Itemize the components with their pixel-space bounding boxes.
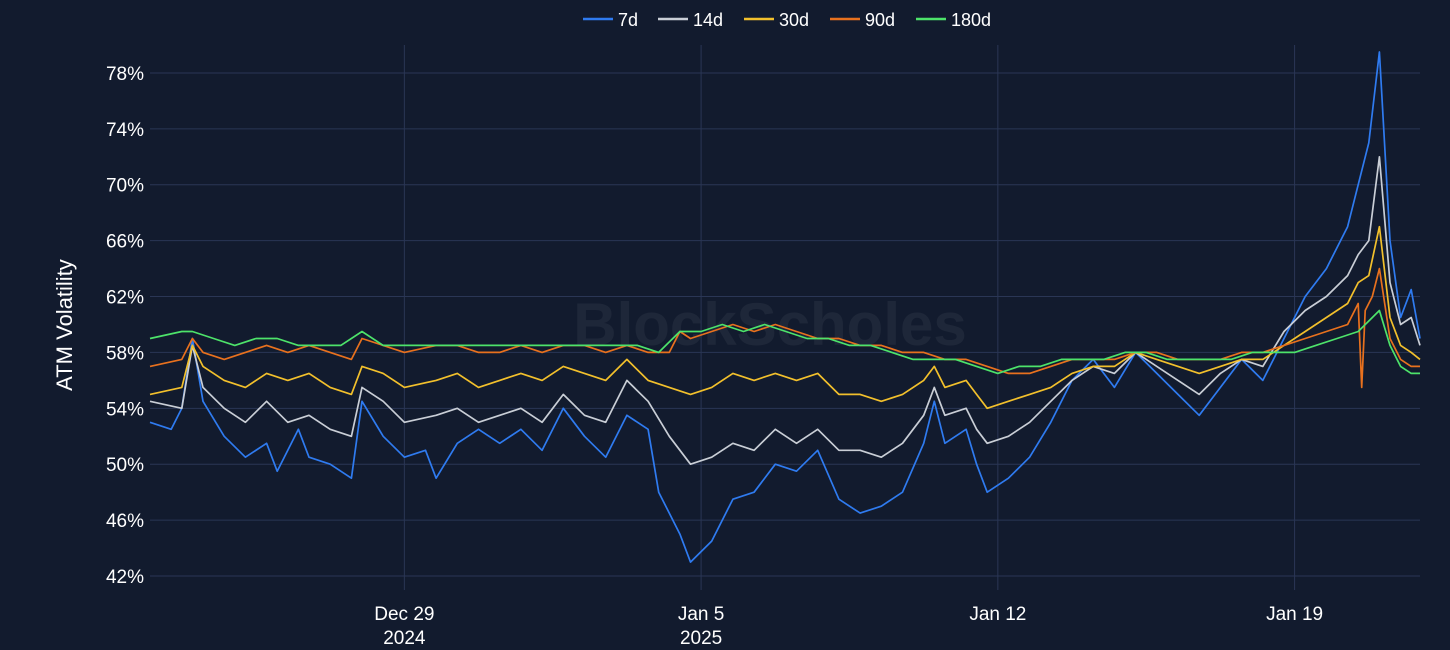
- y-tick-label: 54%: [106, 399, 144, 420]
- legend-label-14d: 14d: [693, 10, 723, 30]
- series-line-90d: [149, 267, 1420, 389]
- series-line-7d: [149, 51, 1421, 563]
- legend-label-30d: 30d: [779, 10, 809, 30]
- y-tick-label: 62%: [106, 288, 144, 309]
- watermark-text: BlockScholes: [573, 291, 967, 358]
- y-axis-title: ATM Volatility: [52, 259, 77, 391]
- x-tick-sublabel: 2024: [383, 628, 426, 649]
- y-tick-label: 66%: [106, 232, 144, 253]
- y-tick-label: 50%: [106, 455, 144, 476]
- legend: 7d 14d 30d 90d 180d: [583, 10, 991, 30]
- y-tick-label: 46%: [106, 511, 144, 532]
- y-tick-label: 42%: [106, 567, 144, 588]
- y-tick-label: 78%: [106, 64, 144, 85]
- x-axis-ticks: Dec 29 2024 Jan 5 2025 Jan 12 Jan 19: [374, 604, 1323, 649]
- x-tick-label: Jan 5: [678, 604, 724, 625]
- series-line-14d: [149, 155, 1421, 466]
- x-tick-label: Dec 29: [374, 604, 434, 625]
- legend-label-90d: 90d: [865, 10, 895, 30]
- y-tick-label: 58%: [106, 343, 144, 364]
- series-line-180d: [149, 309, 1420, 375]
- y-tick-label: 74%: [106, 120, 144, 141]
- series-line-30d: [149, 225, 1421, 410]
- x-tick-sublabel: 2025: [680, 628, 722, 649]
- series-lines: [149, 51, 1421, 563]
- y-axis-ticks: 42% 46% 50% 54% 58% 62% 66% 70% 74% 78%: [106, 64, 144, 588]
- x-tick-label: Jan 12: [969, 604, 1026, 625]
- legend-label-180d: 180d: [951, 10, 991, 30]
- x-tick-label: Jan 19: [1266, 604, 1323, 625]
- legend-label-7d: 7d: [618, 10, 638, 30]
- y-tick-label: 70%: [106, 176, 144, 197]
